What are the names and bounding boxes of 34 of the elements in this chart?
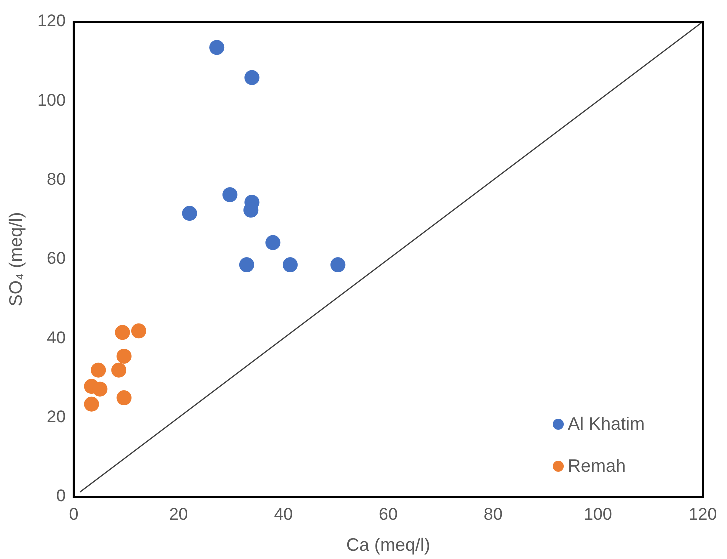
x-tick-label: 60 — [379, 504, 398, 524]
y-tick-label: 60 — [47, 249, 66, 268]
point — [92, 382, 108, 397]
point — [116, 390, 132, 406]
point — [116, 348, 132, 364]
x-tick-label: 120 — [688, 504, 718, 524]
y-tick-label: 20 — [47, 408, 66, 427]
y-tick-label: 100 — [38, 90, 66, 110]
point — [330, 258, 346, 273]
point — [182, 206, 198, 222]
x-axis-title: Ca (meq/l) — [346, 535, 430, 556]
legend-label: Remah — [568, 456, 626, 476]
point — [282, 258, 298, 273]
point — [266, 235, 281, 250]
point — [115, 325, 130, 340]
y-axis-title: SO₄ (meq/l) — [6, 212, 26, 307]
x-tick-label: 20 — [169, 504, 188, 524]
point — [84, 396, 100, 412]
point — [210, 40, 225, 56]
y-tick-label: 80 — [47, 170, 66, 190]
y-tick-label: 0 — [56, 486, 66, 506]
point — [131, 324, 146, 339]
x-tick-label: 100 — [584, 504, 612, 524]
x-tick-label: 40 — [274, 504, 294, 524]
point — [244, 70, 260, 86]
point — [222, 187, 238, 202]
y-tick-label: 40 — [47, 328, 66, 348]
point — [239, 258, 254, 273]
x-tick-label: 80 — [484, 504, 503, 524]
legend-label: Al Khatim — [568, 414, 646, 434]
y-tick-label: 120 — [38, 12, 66, 31]
x-tick-label: 0 — [69, 504, 79, 524]
point — [91, 362, 106, 378]
point — [112, 362, 127, 378]
